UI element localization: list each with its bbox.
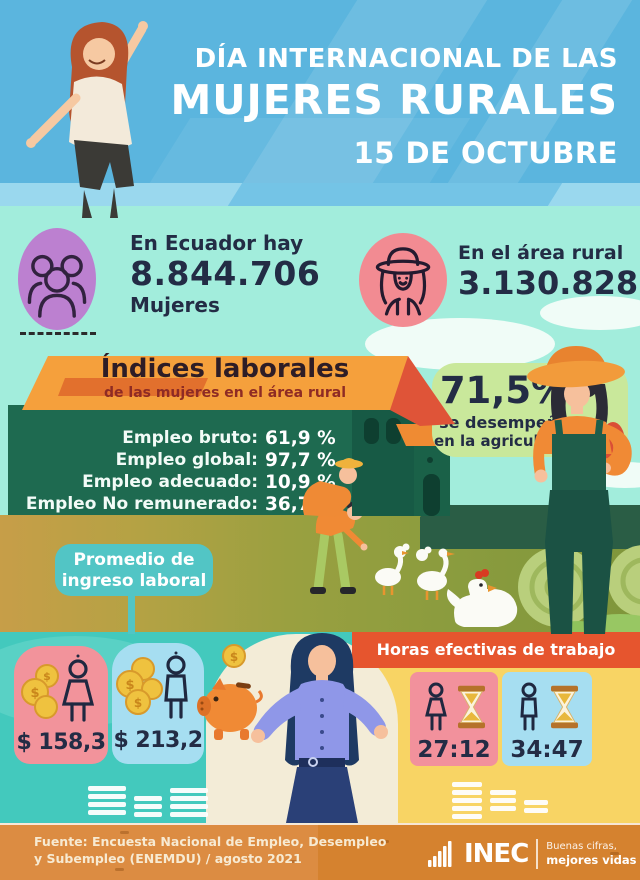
labor-row-value: 61,9 % (265, 427, 336, 449)
rural-woman-badge (359, 233, 447, 327)
inec-logo-block: INEC Buenas cifras, mejores vidas (428, 833, 637, 875)
ecuador-stat-label: Mujeres (130, 292, 220, 317)
inec-logo-text: INEC (464, 839, 529, 869)
hours-value-male: 34:47 (510, 737, 584, 763)
labor-indices-rows: Empleo bruto: 61,9 % Empleo global: 97,7… (8, 427, 425, 515)
title-line-1: DÍA INTERNACIONAL DE LAS (194, 44, 618, 74)
rural-stat: En el área rural 3.130.828 (458, 242, 639, 302)
hours-banner: Horas efectivas de trabajo (352, 632, 640, 668)
piggy-bank-icon: $ (197, 644, 263, 740)
footer-left (0, 823, 318, 880)
inec-tagline: Buenas cifras, mejores vidas (546, 841, 636, 868)
three-women-group-icon (27, 254, 87, 318)
hours-card-icons (516, 682, 578, 732)
equalizer-decoration (452, 782, 548, 819)
income-sign-post (128, 594, 135, 634)
band-accent (227, 183, 563, 206)
source-line-2: y Subempleo (ENEMDU) / agosto 2021 (34, 850, 302, 866)
small-farmer-illustration (302, 458, 363, 517)
barn-illustration (352, 398, 452, 516)
cloud (540, 296, 640, 330)
income-value-female: $ 158,3 (16, 730, 106, 755)
labor-row-label: Empleo adecuado: (82, 472, 258, 492)
income-sign-line-1: Promedio de (73, 550, 195, 570)
rural-stat-intro: En el área rural (458, 242, 624, 264)
women-group-badge (18, 228, 96, 330)
labor-indices-header: Índices laborales de las mujeres en el á… (60, 354, 390, 401)
labor-row-label: Empleo No remunerado: (25, 494, 258, 514)
labor-indices-subtitle: de las mujeres en el área rural (104, 385, 346, 401)
coins-and-man-icon: $ $ (116, 651, 188, 719)
income-sign-line-2: ingreso laboral (61, 571, 207, 592)
badge-underline (20, 332, 96, 335)
coins-and-woman-icon: $ $ (21, 654, 95, 722)
hours-value-female: 27:12 (417, 737, 491, 763)
income-value-male: $ 213,2 (113, 728, 203, 753)
labor-row-label: Empleo bruto: (122, 428, 258, 448)
dancing-woman-illustration (26, 21, 148, 218)
woman-with-piggy-illustration (251, 633, 388, 823)
ecuador-stat: En Ecuador hay 8.844.706 Mujeres (130, 233, 320, 316)
man-outline-icon (164, 655, 188, 719)
svg-text:$: $ (134, 696, 142, 710)
rural-stat-value: 3.130.828 (458, 263, 639, 302)
labor-row: Empleo bruto: 61,9 % (8, 427, 425, 449)
svg-text:$: $ (125, 678, 134, 693)
tagline-line-1: Buenas cifras, (546, 840, 617, 852)
woman-hat-outline-icon (375, 247, 431, 316)
svg-text:$: $ (230, 650, 238, 664)
svg-text:$: $ (43, 670, 51, 683)
farmer-woman-illustration (527, 346, 632, 634)
svg-text:$: $ (30, 686, 39, 701)
title-line-2: MUJERES RURALES (170, 76, 618, 124)
header-lower-band (0, 183, 640, 206)
logo-divider (536, 839, 539, 869)
labor-row: Empleo global: 97,7 % (8, 449, 425, 471)
hours-card-icons (423, 682, 485, 732)
income-sign: Promedio de ingreso laboral (55, 544, 213, 596)
man-outline-icon (520, 682, 538, 731)
bar-chart-logo-icon (428, 841, 452, 867)
ecuador-stat-value: 8.844.706 (130, 254, 321, 293)
hours-card-female: 27:12 (410, 672, 498, 766)
income-card-female: $ $ $ 158,3 (14, 646, 108, 764)
income-card-male: $ $ $ 213,2 (112, 643, 204, 764)
labor-row-label: Empleo global: (115, 450, 258, 470)
hourglass-icon (458, 685, 485, 729)
woman-outline-icon (61, 659, 95, 722)
agriculture-caption-1: se desempeña (439, 413, 569, 432)
source-note: Fuente: Encuesta Nacional de Empleo, Des… (34, 834, 386, 867)
woman-outline-icon (425, 682, 447, 731)
page-title: DÍA INTERNACIONAL DE LAS MUJERES RURALES… (170, 44, 618, 170)
ecuador-stat-intro: En Ecuador hay (130, 231, 304, 255)
equalizer-decoration (88, 786, 208, 817)
hours-card-male: 34:47 (502, 672, 592, 766)
hourglass-icon (551, 685, 578, 729)
roof-banner (22, 356, 455, 426)
tagline-line-2: mejores vidas (546, 853, 637, 868)
labor-indices-title: Índices laborales (100, 354, 350, 384)
footer-right (318, 823, 640, 880)
source-line-1: Fuente: Encuesta Nacional de Empleo, Des… (34, 834, 387, 849)
labor-row-value: 97,7 % (265, 449, 336, 471)
title-line-3: 15 DE OCTUBRE (353, 136, 618, 170)
